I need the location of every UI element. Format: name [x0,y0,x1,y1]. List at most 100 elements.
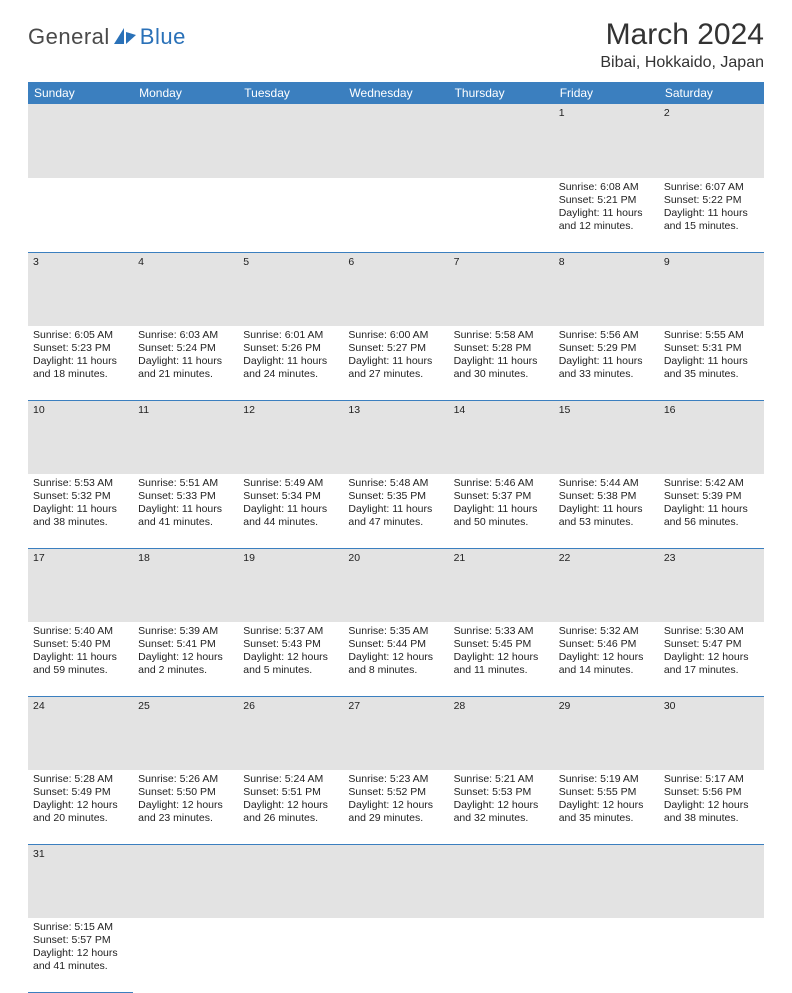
calendar-cell: Sunrise: 5:37 AMSunset: 5:43 PMDaylight:… [238,622,343,696]
daylight-text: and 18 minutes. [33,368,128,381]
day-number-cell: 30 [659,696,764,770]
calendar-cell: Sunrise: 5:56 AMSunset: 5:29 PMDaylight:… [554,326,659,400]
daylight-text: Daylight: 11 hours [664,503,759,516]
calendar-table: Sunday Monday Tuesday Wednesday Thursday… [28,82,764,993]
brand-text-blue: Blue [140,24,186,50]
daylight-text: and 30 minutes. [454,368,549,381]
daylight-text: and 15 minutes. [664,220,759,233]
daylight-text: Daylight: 12 hours [348,799,443,812]
day-number-cell: 2 [659,104,764,178]
daylight-text: and 32 minutes. [454,812,549,825]
daynum-row: 31 [28,844,764,918]
brand-text-general: General [28,24,110,50]
calendar-week-row: Sunrise: 6:08 AMSunset: 5:21 PMDaylight:… [28,178,764,252]
daylight-text: and 35 minutes. [559,812,654,825]
sunrise-text: Sunrise: 6:08 AM [559,181,654,194]
day-number-cell: 4 [133,252,238,326]
daylight-text: Daylight: 11 hours [664,355,759,368]
sunrise-text: Sunrise: 5:35 AM [348,625,443,638]
calendar-cell: Sunrise: 5:46 AMSunset: 5:37 PMDaylight:… [449,474,554,548]
calendar-cell [554,918,659,992]
calendar-cell [343,178,448,252]
day-number-cell: 15 [554,400,659,474]
daylight-text: Daylight: 12 hours [454,799,549,812]
daylight-text: and 12 minutes. [559,220,654,233]
sunset-text: Sunset: 5:40 PM [33,638,128,651]
day-number-cell: 18 [133,548,238,622]
calendar-cell [28,178,133,252]
header: General Blue March 2024 Bibai, Hokkaido,… [28,18,764,72]
day-number-cell: 26 [238,696,343,770]
daylight-text: and 29 minutes. [348,812,443,825]
weekday-header: Sunday [28,82,133,104]
daylight-text: Daylight: 11 hours [33,355,128,368]
calendar-cell [133,178,238,252]
daylight-text: and 53 minutes. [559,516,654,529]
daylight-text: and 24 minutes. [243,368,338,381]
day-number-cell: 14 [449,400,554,474]
daylight-text: and 23 minutes. [138,812,233,825]
day-number-cell: 17 [28,548,133,622]
calendar-cell: Sunrise: 5:53 AMSunset: 5:32 PMDaylight:… [28,474,133,548]
daylight-text: Daylight: 11 hours [243,355,338,368]
day-number-cell [449,844,554,918]
title-block: March 2024 Bibai, Hokkaido, Japan [600,18,764,72]
daylight-text: Daylight: 12 hours [454,651,549,664]
day-number-cell: 27 [343,696,448,770]
day-number-cell: 7 [449,252,554,326]
calendar-cell: Sunrise: 5:49 AMSunset: 5:34 PMDaylight:… [238,474,343,548]
sunset-text: Sunset: 5:33 PM [138,490,233,503]
daylight-text: Daylight: 11 hours [664,207,759,220]
daylight-text: Daylight: 11 hours [138,503,233,516]
daylight-text: Daylight: 11 hours [559,503,654,516]
calendar-cell: Sunrise: 5:32 AMSunset: 5:46 PMDaylight:… [554,622,659,696]
sunrise-text: Sunrise: 5:42 AM [664,477,759,490]
daylight-text: Daylight: 12 hours [243,651,338,664]
calendar-cell: Sunrise: 6:01 AMSunset: 5:26 PMDaylight:… [238,326,343,400]
sunset-text: Sunset: 5:22 PM [664,194,759,207]
day-number-cell: 5 [238,252,343,326]
day-number-cell: 12 [238,400,343,474]
day-number-cell: 22 [554,548,659,622]
sunrise-text: Sunrise: 5:51 AM [138,477,233,490]
weekday-header: Wednesday [343,82,448,104]
day-number-cell: 20 [343,548,448,622]
day-number-cell: 29 [554,696,659,770]
sunrise-text: Sunrise: 5:39 AM [138,625,233,638]
calendar-cell [238,918,343,992]
day-number-cell: 11 [133,400,238,474]
daylight-text: Daylight: 12 hours [138,651,233,664]
sunrise-text: Sunrise: 6:05 AM [33,329,128,342]
sunset-text: Sunset: 5:23 PM [33,342,128,355]
sunset-text: Sunset: 5:47 PM [664,638,759,651]
daylight-text: and 8 minutes. [348,664,443,677]
calendar-cell: Sunrise: 5:42 AMSunset: 5:39 PMDaylight:… [659,474,764,548]
sunset-text: Sunset: 5:50 PM [138,786,233,799]
day-number-cell [343,104,448,178]
calendar-cell: Sunrise: 5:15 AMSunset: 5:57 PMDaylight:… [28,918,133,992]
sunrise-text: Sunrise: 5:58 AM [454,329,549,342]
day-number-cell: 9 [659,252,764,326]
daylight-text: Daylight: 12 hours [664,651,759,664]
weekday-header: Monday [133,82,238,104]
daylight-text: and 47 minutes. [348,516,443,529]
sunset-text: Sunset: 5:37 PM [454,490,549,503]
sunset-text: Sunset: 5:24 PM [138,342,233,355]
sunset-text: Sunset: 5:51 PM [243,786,338,799]
daylight-text: Daylight: 11 hours [559,207,654,220]
weekday-header-row: Sunday Monday Tuesday Wednesday Thursday… [28,82,764,104]
sunset-text: Sunset: 5:21 PM [559,194,654,207]
day-number-cell: 19 [238,548,343,622]
sunrise-text: Sunrise: 5:30 AM [664,625,759,638]
daylight-text: and 38 minutes. [664,812,759,825]
sunrise-text: Sunrise: 5:24 AM [243,773,338,786]
daylight-text: Daylight: 11 hours [33,503,128,516]
daynum-row: 17181920212223 [28,548,764,622]
sunset-text: Sunset: 5:44 PM [348,638,443,651]
calendar-cell: Sunrise: 5:44 AMSunset: 5:38 PMDaylight:… [554,474,659,548]
calendar-week-row: Sunrise: 6:05 AMSunset: 5:23 PMDaylight:… [28,326,764,400]
sunrise-text: Sunrise: 5:26 AM [138,773,233,786]
weekday-header: Friday [554,82,659,104]
daylight-text: Daylight: 11 hours [454,503,549,516]
daylight-text: Daylight: 11 hours [454,355,549,368]
